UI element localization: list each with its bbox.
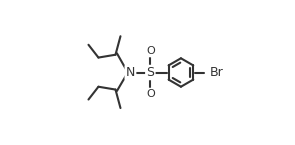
Text: O: O: [146, 46, 155, 56]
Text: Br: Br: [209, 66, 223, 79]
Text: S: S: [146, 66, 154, 79]
Text: O: O: [146, 89, 155, 99]
Text: N: N: [126, 66, 135, 79]
